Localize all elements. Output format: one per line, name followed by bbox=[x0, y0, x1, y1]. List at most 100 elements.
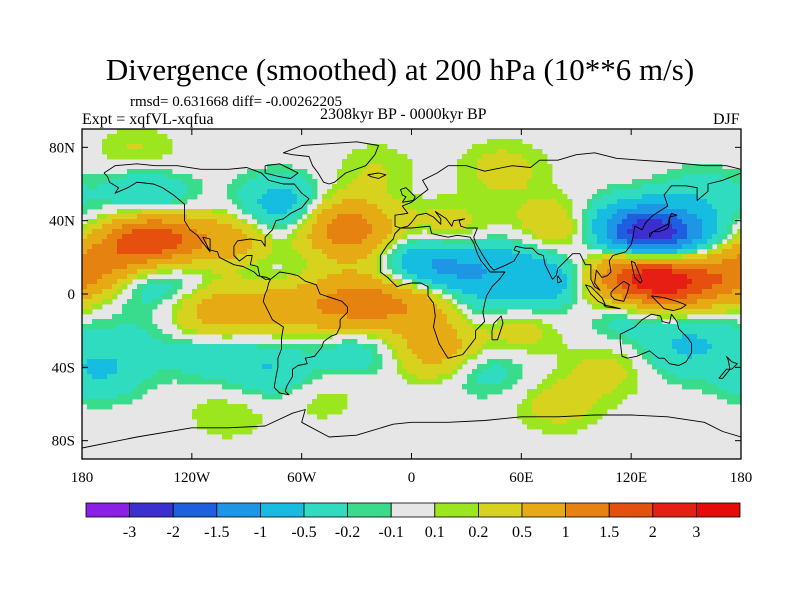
field-cell bbox=[397, 359, 403, 365]
field-cell bbox=[457, 294, 463, 300]
field-cell bbox=[482, 394, 488, 400]
field-cell bbox=[137, 299, 143, 305]
field-cell bbox=[622, 354, 628, 360]
field-cell bbox=[672, 269, 678, 275]
field-cell bbox=[657, 239, 663, 245]
field-cell bbox=[452, 204, 458, 210]
field-cell bbox=[112, 379, 118, 385]
field-cell bbox=[112, 254, 118, 260]
field-cell bbox=[392, 339, 398, 345]
field-cell bbox=[117, 289, 123, 295]
field-cell bbox=[347, 309, 353, 315]
field-cell bbox=[132, 274, 138, 280]
field-cell bbox=[482, 284, 488, 290]
field-cell bbox=[162, 139, 168, 145]
field-cell bbox=[542, 169, 548, 175]
field-cell bbox=[107, 344, 113, 350]
field-cell bbox=[647, 179, 653, 185]
field-cell bbox=[422, 374, 428, 380]
field-cell bbox=[447, 259, 453, 265]
field-cell bbox=[407, 324, 413, 330]
field-cell bbox=[622, 264, 628, 270]
field-cell bbox=[512, 264, 518, 270]
field-cell bbox=[637, 184, 643, 190]
field-cell bbox=[347, 249, 353, 255]
field-cell bbox=[547, 409, 553, 415]
field-cell bbox=[517, 189, 523, 195]
field-cell bbox=[682, 309, 688, 315]
field-cell bbox=[247, 349, 253, 355]
field-cell bbox=[497, 389, 503, 395]
field-cell bbox=[312, 329, 318, 335]
field-cell bbox=[452, 349, 458, 355]
field-cell bbox=[657, 319, 663, 325]
field-cell bbox=[652, 204, 658, 210]
field-cell bbox=[682, 249, 688, 255]
field-cell bbox=[177, 219, 183, 225]
field-cell bbox=[292, 374, 298, 380]
field-cell bbox=[272, 344, 278, 350]
field-cell bbox=[587, 254, 593, 260]
field-cell bbox=[297, 349, 303, 355]
field-cell bbox=[92, 279, 98, 285]
field-cell bbox=[572, 414, 578, 420]
field-cell bbox=[517, 194, 523, 200]
field-cell bbox=[132, 259, 138, 265]
field-cell bbox=[612, 289, 618, 295]
field-cell bbox=[527, 219, 533, 225]
field-cell bbox=[457, 174, 463, 180]
field-cell bbox=[542, 294, 548, 300]
field-cell bbox=[302, 369, 308, 375]
field-cell bbox=[657, 259, 663, 265]
field-cell bbox=[182, 359, 188, 365]
field-cell bbox=[227, 379, 233, 385]
field-cell bbox=[277, 299, 283, 305]
field-cell bbox=[342, 359, 348, 365]
field-cell bbox=[592, 409, 598, 415]
field-cell bbox=[402, 354, 408, 360]
field-cell bbox=[557, 399, 563, 405]
field-cell bbox=[662, 264, 668, 270]
field-cell bbox=[502, 149, 508, 155]
field-cell bbox=[677, 369, 683, 375]
field-cell bbox=[517, 409, 523, 415]
field-cell bbox=[582, 229, 588, 235]
field-cell bbox=[182, 344, 188, 350]
field-cell bbox=[532, 169, 538, 175]
field-cell bbox=[292, 264, 298, 270]
field-cell bbox=[92, 189, 98, 195]
field-cell bbox=[342, 169, 348, 175]
field-cell bbox=[527, 269, 533, 275]
field-cell bbox=[527, 154, 533, 160]
field-cell bbox=[507, 249, 513, 255]
field-cell bbox=[282, 204, 288, 210]
field-cell bbox=[607, 379, 613, 385]
field-cell bbox=[182, 224, 188, 230]
field-cell bbox=[112, 229, 118, 235]
field-cell bbox=[482, 304, 488, 310]
field-cell bbox=[457, 279, 463, 285]
field-cell bbox=[177, 354, 183, 360]
field-cell bbox=[92, 254, 98, 260]
field-cell bbox=[597, 399, 603, 405]
field-cell bbox=[672, 314, 678, 320]
field-cell bbox=[207, 299, 213, 305]
field-cell bbox=[277, 239, 283, 245]
field-cell bbox=[87, 219, 93, 225]
field-cell bbox=[82, 189, 88, 195]
field-cell bbox=[567, 219, 573, 225]
field-cell bbox=[677, 234, 683, 240]
field-cell bbox=[322, 244, 328, 250]
field-cell bbox=[622, 334, 628, 340]
field-cell bbox=[497, 189, 503, 195]
field-cell bbox=[482, 269, 488, 275]
field-cell bbox=[232, 224, 238, 230]
field-cell bbox=[462, 319, 468, 325]
field-cell bbox=[282, 224, 288, 230]
field-cell bbox=[557, 374, 563, 380]
field-cell bbox=[327, 319, 333, 325]
field-cell bbox=[322, 289, 328, 295]
field-cell bbox=[217, 264, 223, 270]
field-cell bbox=[277, 189, 283, 195]
field-cell bbox=[562, 239, 568, 245]
